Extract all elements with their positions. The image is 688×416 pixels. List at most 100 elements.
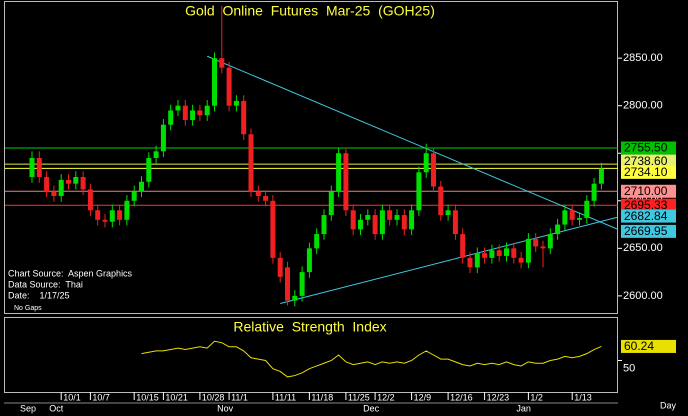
candle-body bbox=[314, 234, 320, 249]
x-tick-label: 12/16 bbox=[450, 392, 473, 402]
candle-body bbox=[584, 200, 590, 218]
level-label: 2755.50 bbox=[624, 141, 668, 155]
level-label-box bbox=[621, 184, 676, 198]
candle-body bbox=[124, 200, 130, 220]
y-tick-label: 2650.00 bbox=[623, 242, 663, 254]
candle-body bbox=[591, 183, 597, 201]
note: No Gaps bbox=[14, 305, 42, 312]
rsi-value-label: 60.24 bbox=[624, 339, 654, 353]
candle-body bbox=[80, 177, 86, 190]
info-line: Data Source: Thai bbox=[8, 279, 83, 289]
x-tick-label: 11/18 bbox=[311, 392, 333, 402]
candle-body bbox=[336, 153, 342, 192]
candle-body bbox=[29, 158, 35, 178]
candle-body bbox=[73, 177, 79, 184]
candle-body bbox=[577, 217, 582, 220]
x-tick-label: 11/11 bbox=[275, 392, 296, 402]
candle-body bbox=[452, 210, 458, 235]
candle-body bbox=[255, 191, 261, 197]
candle-body bbox=[467, 257, 473, 268]
month-label: Dec bbox=[363, 403, 380, 413]
rsi-value-label-box bbox=[621, 339, 676, 353]
candle-body bbox=[51, 191, 57, 197]
candle-body bbox=[504, 248, 509, 256]
candle-body bbox=[95, 210, 101, 220]
month-label: Jan bbox=[516, 403, 531, 413]
candle-body bbox=[401, 215, 407, 230]
x-tick-label: 10/28 bbox=[202, 392, 225, 402]
candle-body bbox=[248, 134, 254, 192]
month-label: Nov bbox=[217, 403, 234, 413]
trendline-label: 2682.84 bbox=[624, 209, 668, 223]
candle-body bbox=[533, 238, 539, 247]
level-label: 2738.60 bbox=[624, 154, 668, 168]
level-label-box bbox=[621, 165, 676, 179]
rsi-title: Relative Strength Index bbox=[233, 319, 386, 335]
candle-body bbox=[379, 210, 385, 235]
candle-body bbox=[87, 189, 93, 211]
level-label-box bbox=[621, 198, 676, 212]
candle-body bbox=[350, 210, 356, 230]
x-tick-label: 11/1 bbox=[231, 392, 248, 402]
x-tick-label: 10/15 bbox=[136, 392, 159, 402]
level-label: 2710.00 bbox=[624, 184, 668, 198]
candle-body bbox=[117, 210, 123, 220]
candle-body bbox=[394, 215, 400, 220]
y-tick-label: 2850.00 bbox=[623, 52, 663, 64]
x-tick-label: 12/2 bbox=[377, 392, 395, 402]
trendline bbox=[280, 216, 619, 304]
candle-body bbox=[496, 250, 502, 256]
x-tick-label: 10/1 bbox=[63, 392, 81, 402]
candle-body bbox=[131, 191, 137, 201]
level-label-box bbox=[621, 154, 676, 168]
x-tick-label: 11/25 bbox=[348, 392, 370, 402]
candle-body bbox=[212, 58, 217, 106]
candle-body bbox=[598, 168, 604, 184]
trendline-label-box bbox=[621, 209, 676, 223]
rsi-line bbox=[141, 340, 602, 378]
candle-body bbox=[474, 253, 480, 268]
price-panel-frame bbox=[4, 1, 618, 314]
x-tick-label: 10/7 bbox=[92, 392, 110, 402]
candle-body bbox=[204, 105, 210, 116]
info-line: Date: 1/17/25 bbox=[8, 290, 70, 300]
candle-body bbox=[190, 110, 196, 120]
candle-body bbox=[569, 210, 575, 220]
month-label: Sep bbox=[20, 403, 36, 413]
candle-body bbox=[518, 257, 524, 263]
candle-body bbox=[219, 58, 225, 68]
candle-body bbox=[292, 295, 298, 301]
trendline bbox=[207, 55, 619, 230]
candle-body bbox=[540, 246, 546, 249]
candle-body bbox=[182, 105, 188, 120]
x-tick-label: 12/9 bbox=[414, 392, 432, 402]
level-label: 2734.10 bbox=[624, 165, 668, 179]
x-tick-label: 1/2 bbox=[530, 392, 543, 402]
candle-body bbox=[365, 215, 371, 220]
candle-body bbox=[372, 215, 378, 235]
candle-body bbox=[263, 196, 269, 201]
candle-body bbox=[233, 100, 239, 106]
trendline-label-box bbox=[621, 224, 676, 238]
candle-body bbox=[58, 179, 64, 197]
candle-body bbox=[445, 210, 451, 216]
candle-body bbox=[358, 219, 363, 230]
candle-body bbox=[139, 181, 144, 192]
candle-body bbox=[146, 158, 152, 182]
candle-body bbox=[409, 210, 415, 230]
candle-body bbox=[423, 153, 429, 173]
x-unit: Day bbox=[660, 400, 677, 410]
candle-body bbox=[562, 210, 568, 225]
candle-body bbox=[343, 153, 349, 211]
candle-body bbox=[438, 186, 444, 216]
candle-body bbox=[555, 224, 561, 235]
candle-body bbox=[328, 191, 334, 216]
candle-body bbox=[299, 272, 305, 296]
candle-body bbox=[160, 124, 166, 152]
x-tick-label: 10/21 bbox=[165, 392, 188, 402]
candle-body bbox=[197, 110, 203, 116]
candle-body bbox=[511, 248, 517, 258]
x-tick-label: 1/13 bbox=[574, 392, 592, 402]
candle-body bbox=[241, 100, 247, 135]
candle-body bbox=[175, 105, 181, 111]
